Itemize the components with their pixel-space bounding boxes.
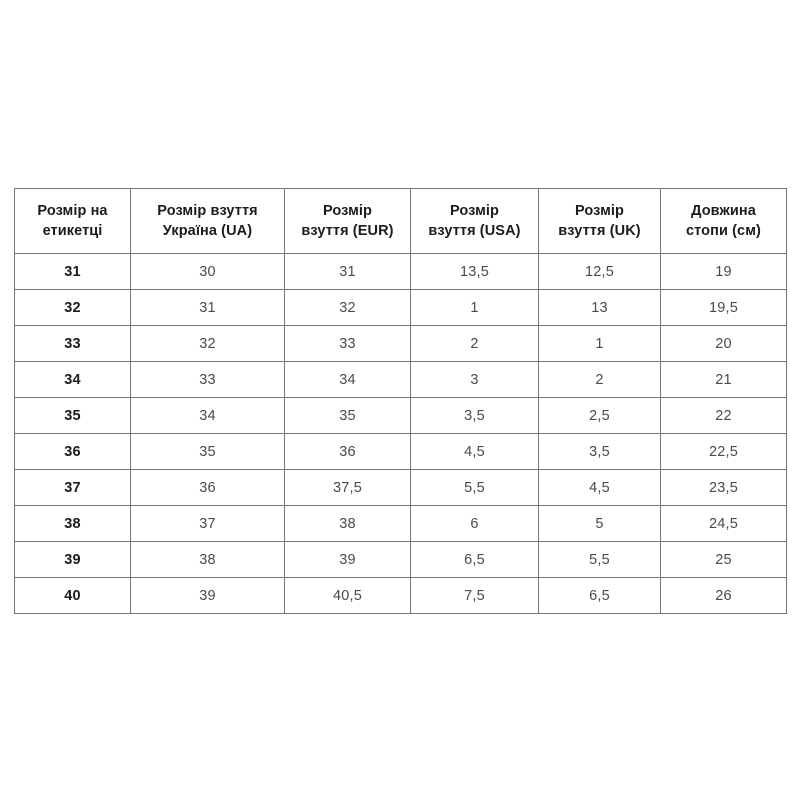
table-row: 38 37 38 6 5 24,5 — [14, 505, 787, 542]
cell-usa-size: 1 — [410, 289, 539, 326]
cell-label-size: 40 — [14, 577, 131, 614]
cell-ua-size: 30 — [130, 253, 285, 290]
cell-eur-size: 37,5 — [284, 469, 411, 506]
table-header: Розмір на етикетці Розмір взуття Україна… — [14, 188, 787, 254]
header-line-1: Розмір — [574, 203, 625, 219]
cell-eur-size: 39 — [284, 541, 411, 578]
cell-usa-size: 6 — [410, 505, 539, 542]
header-row: Розмір на етикетці Розмір взуття Україна… — [14, 188, 787, 254]
table-body: 31 30 31 13,5 12,5 19 32 31 32 1 13 19,5… — [14, 253, 787, 614]
cell-ua-size: 35 — [130, 433, 285, 470]
shoe-size-conversion-table: Розмір на етикетці Розмір взуття Україна… — [14, 188, 787, 614]
cell-ua-size: 33 — [130, 361, 285, 398]
cell-uk-size: 6,5 — [538, 577, 661, 614]
cell-usa-size: 2 — [410, 325, 539, 362]
cell-uk-size: 12,5 — [538, 253, 661, 290]
header-line-2: Україна (UA) — [162, 223, 253, 239]
cell-uk-size: 13 — [538, 289, 661, 326]
table-row: 31 30 31 13,5 12,5 19 — [14, 253, 787, 290]
table-row: 39 38 39 6,5 5,5 25 — [14, 541, 787, 578]
header-line-1: Розмір — [449, 203, 500, 219]
cell-foot-length-cm: 26 — [660, 577, 787, 614]
cell-eur-size: 34 — [284, 361, 411, 398]
header-line-1: Розмір на — [37, 203, 108, 219]
cell-ua-size: 32 — [130, 325, 285, 362]
cell-label-size: 37 — [14, 469, 131, 506]
table-row: 37 36 37,5 5,5 4,5 23,5 — [14, 469, 787, 506]
header-line-2: етикетці — [42, 223, 103, 239]
cell-usa-size: 3,5 — [410, 397, 539, 434]
cell-eur-size: 36 — [284, 433, 411, 470]
table-row: 32 31 32 1 13 19,5 — [14, 289, 787, 326]
cell-uk-size: 3,5 — [538, 433, 661, 470]
cell-foot-length-cm: 25 — [660, 541, 787, 578]
cell-eur-size: 40,5 — [284, 577, 411, 614]
cell-foot-length-cm: 19 — [660, 253, 787, 290]
cell-usa-size: 4,5 — [410, 433, 539, 470]
table-row: 40 39 40,5 7,5 6,5 26 — [14, 577, 787, 614]
column-header-uk-size: Розмір взуття (UK) — [538, 188, 661, 254]
cell-label-size: 35 — [14, 397, 131, 434]
column-header-label-size: Розмір на етикетці — [14, 188, 131, 254]
cell-foot-length-cm: 24,5 — [660, 505, 787, 542]
cell-eur-size: 31 — [284, 253, 411, 290]
cell-uk-size: 5 — [538, 505, 661, 542]
cell-ua-size: 39 — [130, 577, 285, 614]
cell-label-size: 36 — [14, 433, 131, 470]
cell-usa-size: 3 — [410, 361, 539, 398]
cell-uk-size: 2 — [538, 361, 661, 398]
cell-ua-size: 38 — [130, 541, 285, 578]
header-line-2: взуття (USA) — [428, 223, 521, 239]
cell-ua-size: 34 — [130, 397, 285, 434]
cell-eur-size: 35 — [284, 397, 411, 434]
table-row: 36 35 36 4,5 3,5 22,5 — [14, 433, 787, 470]
header-line-2: взуття (UK) — [558, 223, 641, 239]
cell-uk-size: 5,5 — [538, 541, 661, 578]
cell-label-size: 38 — [14, 505, 131, 542]
cell-uk-size: 4,5 — [538, 469, 661, 506]
column-header-eur-size: Розмір взуття (EUR) — [284, 188, 411, 254]
cell-ua-size: 31 — [130, 289, 285, 326]
cell-label-size: 31 — [14, 253, 131, 290]
header-line-2: взуття (EUR) — [301, 223, 394, 239]
cell-label-size: 32 — [14, 289, 131, 326]
column-header-usa-size: Розмір взуття (USA) — [410, 188, 539, 254]
cell-usa-size: 7,5 — [410, 577, 539, 614]
cell-uk-size: 2,5 — [538, 397, 661, 434]
cell-foot-length-cm: 21 — [660, 361, 787, 398]
cell-foot-length-cm: 22 — [660, 397, 787, 434]
cell-foot-length-cm: 22,5 — [660, 433, 787, 470]
cell-ua-size: 36 — [130, 469, 285, 506]
header-line-1: Довжина — [691, 203, 756, 219]
header-line-1: Розмір — [322, 203, 373, 219]
size-chart-container: Розмір на етикетці Розмір взуття Україна… — [14, 188, 787, 614]
cell-label-size: 33 — [14, 325, 131, 362]
cell-usa-size: 5,5 — [410, 469, 539, 506]
table-row: 33 32 33 2 1 20 — [14, 325, 787, 362]
cell-usa-size: 13,5 — [410, 253, 539, 290]
table-row: 34 33 34 3 2 21 — [14, 361, 787, 398]
cell-eur-size: 33 — [284, 325, 411, 362]
column-header-ua-size: Розмір взуття Україна (UA) — [130, 188, 285, 254]
table-row: 35 34 35 3,5 2,5 22 — [14, 397, 787, 434]
header-line-2: стопи (см) — [686, 223, 761, 239]
header-line-1: Розмір взуття — [157, 203, 258, 219]
cell-foot-length-cm: 23,5 — [660, 469, 787, 506]
cell-usa-size: 6,5 — [410, 541, 539, 578]
column-header-foot-length-cm: Довжина стопи (см) — [660, 188, 787, 254]
cell-eur-size: 32 — [284, 289, 411, 326]
cell-label-size: 34 — [14, 361, 131, 398]
cell-uk-size: 1 — [538, 325, 661, 362]
cell-foot-length-cm: 19,5 — [660, 289, 787, 326]
cell-label-size: 39 — [14, 541, 131, 578]
cell-ua-size: 37 — [130, 505, 285, 542]
cell-eur-size: 38 — [284, 505, 411, 542]
cell-foot-length-cm: 20 — [660, 325, 787, 362]
